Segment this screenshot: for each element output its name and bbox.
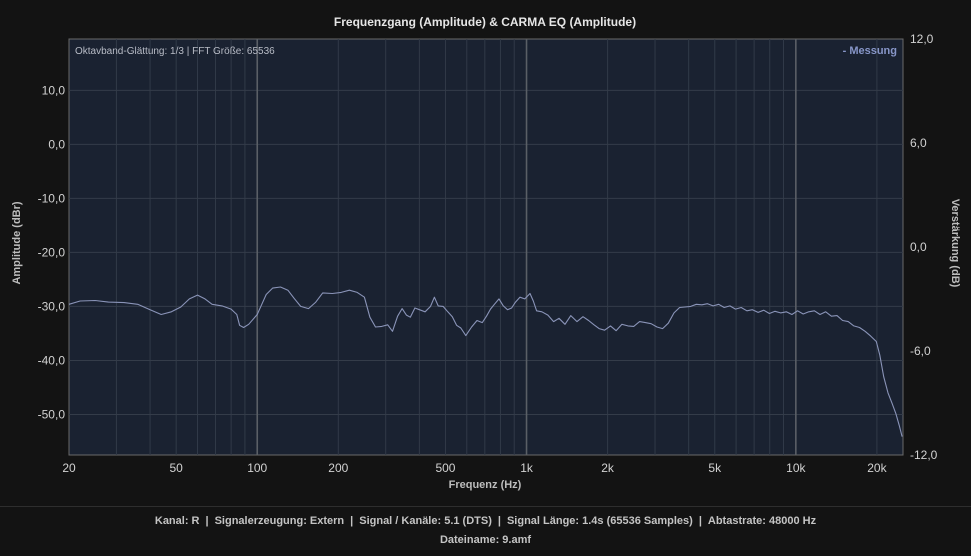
x-tick-label: 2k — [601, 461, 615, 475]
footer-separator: | — [497, 515, 501, 527]
footer-info: Kanal: R | Signalerzeugung: Extern | Signal … — [0, 515, 971, 527]
footer-divider — [0, 506, 971, 507]
minor-grid — [69, 39, 903, 455]
footer-separator: | — [350, 515, 354, 527]
footer-separator: | — [698, 515, 702, 527]
y2-tick-label: -12,0 — [910, 448, 938, 462]
series-layer — [68, 286, 903, 437]
y-tick-label: -40,0 — [38, 353, 66, 367]
y2-tick-label: 6,0 — [910, 136, 927, 150]
y2-tick-label: 0,0 — [910, 240, 927, 254]
x-axis-ticks: 20 50 100 200 500 1k 2k 5k 10k 20k — [62, 461, 887, 475]
y-tick-label: 0,0 — [48, 137, 65, 151]
plot-area — [68, 38, 904, 456]
x-tick-label: 5k — [708, 461, 722, 475]
x-tick-label: 100 — [247, 461, 267, 475]
x-tick-label: 20k — [867, 461, 887, 475]
x-axis-label: Frequenz (Hz) — [449, 479, 522, 491]
footer-separator: | — [205, 515, 209, 527]
y-tick-label: -50,0 — [38, 407, 66, 421]
footer-dateiname: Dateiname: 9.amf — [439, 534, 532, 546]
x-tick-label: 1k — [520, 461, 534, 475]
y-tick-label: -10,0 — [38, 191, 66, 205]
x-tick-label: 50 — [169, 461, 183, 475]
legend-entry-messung[interactable]: - Messung — [843, 45, 897, 57]
y-tick-label: -30,0 — [38, 299, 66, 313]
x-tick-label: 10k — [786, 461, 806, 475]
major-grid — [256, 39, 797, 455]
plot-annotation: Oktavband-Glättung: 1/3 | FFT Größe: 655… — [75, 46, 275, 57]
y2-tick-label: 12,0 — [910, 32, 934, 46]
y2-axis-label: Verstärkung (dB) — [949, 199, 961, 288]
x-tick-label: 20 — [62, 461, 76, 475]
x-tick-label: 200 — [328, 461, 348, 475]
y-tick-label: -20,0 — [38, 245, 66, 259]
footer-signal-kanaele: Signal / Kanäle: 5.1 (DTS) — [359, 515, 492, 527]
footer-signal-laenge: Signal Länge: 1.4s (65536 Samples) — [506, 515, 693, 527]
frequency-response-chart: Frequenzgang (Amplitude) & CARMA EQ (Amp… — [11, 15, 961, 491]
footer-kanal: Kanal: R — [154, 515, 200, 527]
series-line-messung — [68, 286, 903, 437]
footer-abtastrate: Abtastrate: 48000 Hz — [707, 515, 817, 527]
x-tick-label: 500 — [435, 461, 455, 475]
y-axis-ticks: 10,0 0,0 -10,0 -20,0 -30,0 -40,0 -50,0 — [38, 83, 66, 421]
y-axis-label: Amplitude (dBr) — [11, 201, 23, 284]
footer-signalerzeugung: Signalerzeugung: Extern — [214, 515, 345, 527]
y-tick-label: 10,0 — [42, 83, 66, 97]
footer-filename: Dateiname: 9.amf — [0, 534, 971, 546]
chart-title: Frequenzgang (Amplitude) & CARMA EQ (Amp… — [334, 15, 636, 29]
y2-axis-ticks: 12,0 6,0 0,0 -6,0 -12,0 — [910, 32, 938, 462]
y2-tick-label: -6,0 — [910, 344, 931, 358]
